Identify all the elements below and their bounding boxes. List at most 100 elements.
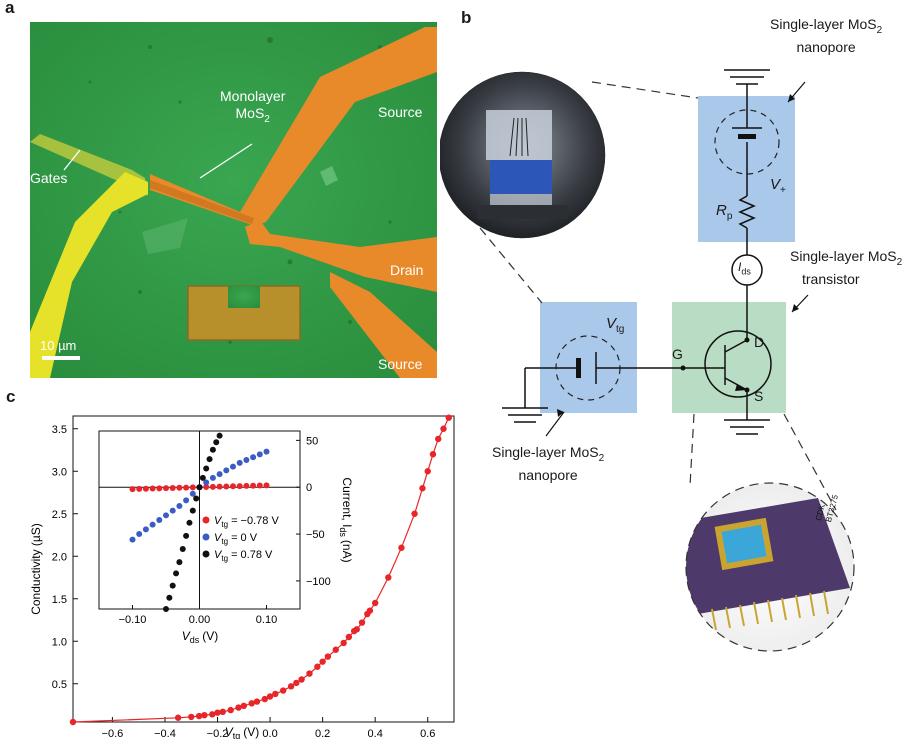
drain-electrode <box>245 220 437 292</box>
main-xtick-label: −0.4 <box>154 728 176 739</box>
rp-label: Rp <box>716 202 732 222</box>
nanopore-dashed-circle-top <box>714 109 780 175</box>
main-xlabel-unit: (V) <box>243 725 259 739</box>
inset-data-point <box>149 485 156 492</box>
nanopore-box-left <box>540 302 637 413</box>
main-ytick-label: 0.5 <box>52 679 67 691</box>
nanopore-bottom-text: Single-layer MoS <box>492 444 599 460</box>
inset-data-point <box>263 482 270 489</box>
inset-ytick-label: 50 <box>306 435 318 447</box>
inset-data-point <box>189 490 196 497</box>
legend-entry: Vtg = −0.78 V <box>214 515 279 529</box>
main-data-point <box>195 712 203 720</box>
inset-data-point <box>189 484 196 491</box>
transistor-arrow <box>735 384 747 391</box>
main-data-point <box>293 679 300 687</box>
monolayer-label-line1: Monolayer <box>220 88 286 104</box>
ground-top <box>724 69 770 85</box>
inset-data-point <box>193 495 200 502</box>
inset-ytick-label: −100 <box>306 576 331 588</box>
source-node <box>744 387 750 393</box>
inset-data-point <box>203 479 210 486</box>
inset-xtick-label: −0.10 <box>119 614 147 626</box>
inset-data-point <box>149 521 156 528</box>
ids-label: Ids <box>738 260 751 276</box>
gates-pointer <box>63 149 81 171</box>
main-ytick-label: 1.5 <box>52 594 67 606</box>
nanopore-bottom-sub: 2 <box>598 452 605 464</box>
panel-c-label: c <box>6 387 16 406</box>
source-electrode-top <box>150 27 437 226</box>
legend-marker <box>202 550 210 558</box>
mos2-flake-patch <box>142 218 188 254</box>
monolayer-pointer <box>199 143 253 179</box>
arrowhead-1 <box>788 94 795 102</box>
main-data-point <box>306 670 313 677</box>
transistor-text: Single-layer MoS <box>790 248 897 264</box>
ground-right <box>724 419 770 435</box>
arrowhead-3 <box>557 409 564 417</box>
main-data-point <box>445 414 452 421</box>
main-data-point <box>340 639 347 647</box>
transistor-line1: Single-layer MoS2 <box>790 248 902 271</box>
pad-notch <box>228 286 260 308</box>
main-data-point <box>201 712 208 719</box>
inset-data-point <box>209 474 216 481</box>
main-data-point <box>280 687 287 694</box>
circuit-wires <box>524 84 756 420</box>
main-xtick-label: 0.2 <box>315 728 330 739</box>
transistor-sub: 2 <box>896 256 903 268</box>
inset-data-point <box>230 463 236 470</box>
nanopore-dashed-circle-left <box>555 335 621 401</box>
main-ytick-label: 1.0 <box>52 636 67 648</box>
vplus-label: V+ <box>770 176 786 196</box>
main-data-point <box>345 633 353 641</box>
inset-data-point <box>223 467 230 474</box>
main-xtick-label: −0.6 <box>102 728 124 739</box>
inset-data-point <box>216 483 223 490</box>
inset-data-point <box>236 459 243 466</box>
main-data-point <box>214 709 221 716</box>
main-xlabel-v: V <box>225 725 234 739</box>
inset-data-point <box>189 507 196 514</box>
inset-data-point <box>250 454 257 461</box>
inset-ylabel-unit: (nA) <box>340 540 354 563</box>
inset-xlabel-text: Vds (V) <box>182 629 219 645</box>
node-d-label: D <box>754 334 765 350</box>
main-data-point <box>266 693 274 700</box>
inset-data-point <box>256 451 263 458</box>
main-data-point <box>314 663 321 670</box>
main-data-point <box>240 702 247 710</box>
main-data-point <box>188 713 195 721</box>
panel-a-label: a <box>5 0 15 17</box>
inset-xlabel-unit: (V) <box>202 629 218 643</box>
inset-ytick-label: −50 <box>306 529 325 541</box>
nanopore-bottom-line2: nanopore <box>518 466 578 483</box>
transistor-box <box>672 302 786 413</box>
main-axis-ticks: −0.6 −0.4 −0.2 0.0 0.2 0.4 0.6 0.5 1.0 1.5 2.0 2.5 3… <box>52 424 436 740</box>
vplus-main: V <box>770 176 781 193</box>
legend-entry: Vtg = 0.78 V <box>214 549 273 563</box>
main-data-point <box>253 698 261 705</box>
ids-sub: ds <box>741 266 751 277</box>
inset-data-point <box>163 512 169 519</box>
nanopore-top-text: Single-layer MoS <box>770 16 877 32</box>
vtg-sub: tg <box>616 324 625 335</box>
inset-data-point <box>156 517 163 523</box>
flow-cell-photo <box>440 72 605 238</box>
inset-data-point <box>209 483 216 490</box>
main-data-point <box>69 718 77 726</box>
inset-ylabel-sub: ds <box>338 527 348 537</box>
source-bottom-label: Source <box>378 356 423 372</box>
main-data-point <box>227 706 234 714</box>
nanopore-top-line1: Single-layer MoS2 <box>770 16 882 39</box>
main-xlabel-sub: tg <box>233 731 241 739</box>
inset-data-point <box>209 446 216 453</box>
inset-data-point <box>169 484 176 491</box>
main-ytick-label: 3.5 <box>52 424 67 436</box>
legend-entry: Vtg = 0 V <box>214 532 258 546</box>
inset-data-point <box>142 526 149 533</box>
vtg-main: V <box>606 315 617 332</box>
inset-data-point <box>176 502 183 509</box>
source-top-label: Source <box>378 104 423 120</box>
